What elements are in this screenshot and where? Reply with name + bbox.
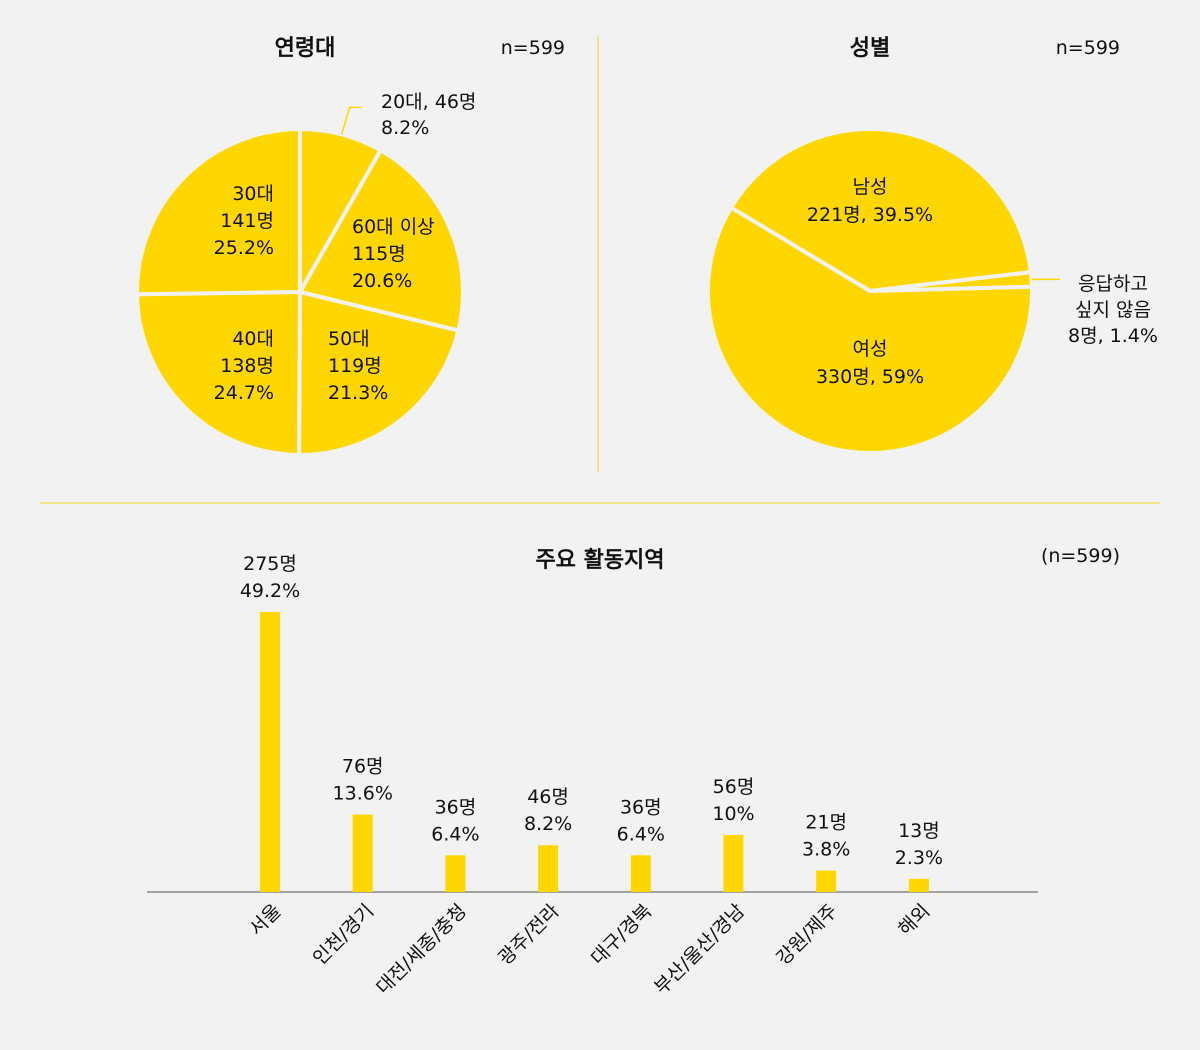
bar-percent-label: 2.3% — [895, 847, 943, 869]
bar-count-label: 36명 — [435, 796, 477, 818]
bar-percent-label: 6.4% — [431, 823, 479, 845]
age-label-slice-60s-plus-line: 20.6% — [352, 270, 412, 292]
x-tick-label: 강원/제주 — [772, 900, 842, 970]
region-chart-n: (n=599) — [1041, 545, 1120, 567]
gender-label-female-line: 330명, 59% — [816, 366, 924, 388]
bar-percent-label: 3.8% — [802, 839, 850, 861]
age-slice-50s — [297, 290, 461, 458]
bar-count-label: 76명 — [342, 756, 384, 778]
region-chart-title: 주요 활동지역 — [535, 548, 664, 573]
gender-label-female-line: 여성 — [853, 338, 888, 360]
bar-percent-label: 8.2% — [524, 813, 572, 835]
x-tick-label: 광주/전라 — [494, 900, 564, 970]
gender-label-no-answer-line: 싶지 않음 — [1075, 299, 1151, 321]
age-label-slice-50s-line: 50대 — [328, 328, 370, 350]
age-chart-title: 연령대 — [275, 36, 336, 61]
age-label-slice-30s: 30대 141명 25.2% — [214, 183, 274, 259]
age-label-slice-40s-line: 138명 — [220, 355, 274, 377]
region-bar-chart: 주요 활동지역 (n=599) 275명 49.2% 서울 76명 13.6% 인천/경기… — [147, 545, 1120, 999]
gender-label-no-answer-line: 응답하고 — [1078, 273, 1148, 295]
bar-5 — [723, 835, 744, 892]
bar-count-label: 36명 — [620, 796, 662, 818]
age-pie-chart: 연령대 n=599 20대, 46명 8.2% 60대 이상 115명 20.6% 50대… — [135, 36, 565, 458]
bar-count-label: 21명 — [805, 812, 847, 834]
age-label-slice-50s-line: 119명 — [328, 355, 382, 377]
x-tick-label: 부산/울산/경남 — [650, 900, 749, 999]
age-label-slice-40s-line: 40대 — [232, 328, 274, 350]
age-label-slice-40s-line: 24.7% — [214, 382, 274, 404]
bar-percent-label: 10% — [712, 803, 754, 825]
gender-label-male-line: 221명, 39.5% — [807, 204, 933, 226]
age-label-slice-60s-plus: 60대 이상 115명 20.6% — [352, 216, 435, 292]
x-tick-label: 대구/경북 — [587, 900, 657, 970]
gender-chart-n: n=599 — [1056, 37, 1120, 59]
x-tick-label: 대전/세종/충청 — [372, 900, 471, 999]
age-label-slice-20s-line: 8.2% — [381, 117, 429, 139]
x-tick-label: 서울 — [245, 900, 285, 940]
bar-0 — [260, 612, 280, 892]
age-chart-n: n=599 — [501, 37, 565, 59]
age-label-slice-30s-line: 25.2% — [214, 237, 274, 259]
bar-2 — [445, 855, 466, 892]
bar-6 — [816, 870, 837, 892]
bar-percent-label: 6.4% — [617, 823, 665, 845]
bar-count-label: 46명 — [527, 786, 569, 808]
gender-slice-female — [706, 205, 1034, 455]
gender-chart-title: 성별 — [850, 36, 890, 61]
age-label-slice-60s-plus-line: 115명 — [352, 243, 406, 265]
bar-7 — [908, 878, 929, 892]
age-leader-line — [340, 106, 362, 135]
age-label-slice-60s-plus-line: 60대 이상 — [352, 216, 435, 238]
age-slice-40s — [135, 290, 302, 457]
age-label-slice-50s: 50대 119명 21.3% — [328, 328, 388, 404]
bar-4 — [630, 855, 651, 892]
bar-count-label: 56명 — [713, 776, 755, 798]
age-label-slice-30s-line: 141명 — [220, 210, 274, 232]
bar-count-label: 275명 — [243, 553, 297, 575]
age-slice-60s-plus — [298, 148, 465, 333]
age-label-slice-20s-line: 20대, 46명 — [381, 91, 476, 113]
x-tick-label: 해외 — [894, 900, 934, 940]
gender-label-female: 여성 330명, 59% — [816, 338, 924, 388]
age-label-slice-30s-line: 30대 — [232, 183, 274, 205]
age-slice-30s — [135, 127, 302, 297]
bar-1 — [352, 814, 373, 892]
age-label-slice-40s: 40대 138명 24.7% — [214, 328, 274, 404]
bar-percent-label: 49.2% — [240, 580, 300, 602]
x-tick-label: 인천/경기 — [309, 900, 379, 970]
gender-label-male-line: 남성 — [853, 176, 888, 198]
age-label-slice-20s: 20대, 46명 8.2% — [381, 91, 476, 139]
bar-3 — [538, 845, 559, 892]
gender-label-no-answer-line: 8명, 1.4% — [1068, 325, 1158, 347]
bar-percent-label: 13.6% — [333, 783, 393, 805]
bar-count-label: 13명 — [898, 820, 940, 842]
age-label-slice-50s-line: 21.3% — [328, 382, 388, 404]
gender-label-male: 남성 221명, 39.5% — [807, 176, 933, 226]
